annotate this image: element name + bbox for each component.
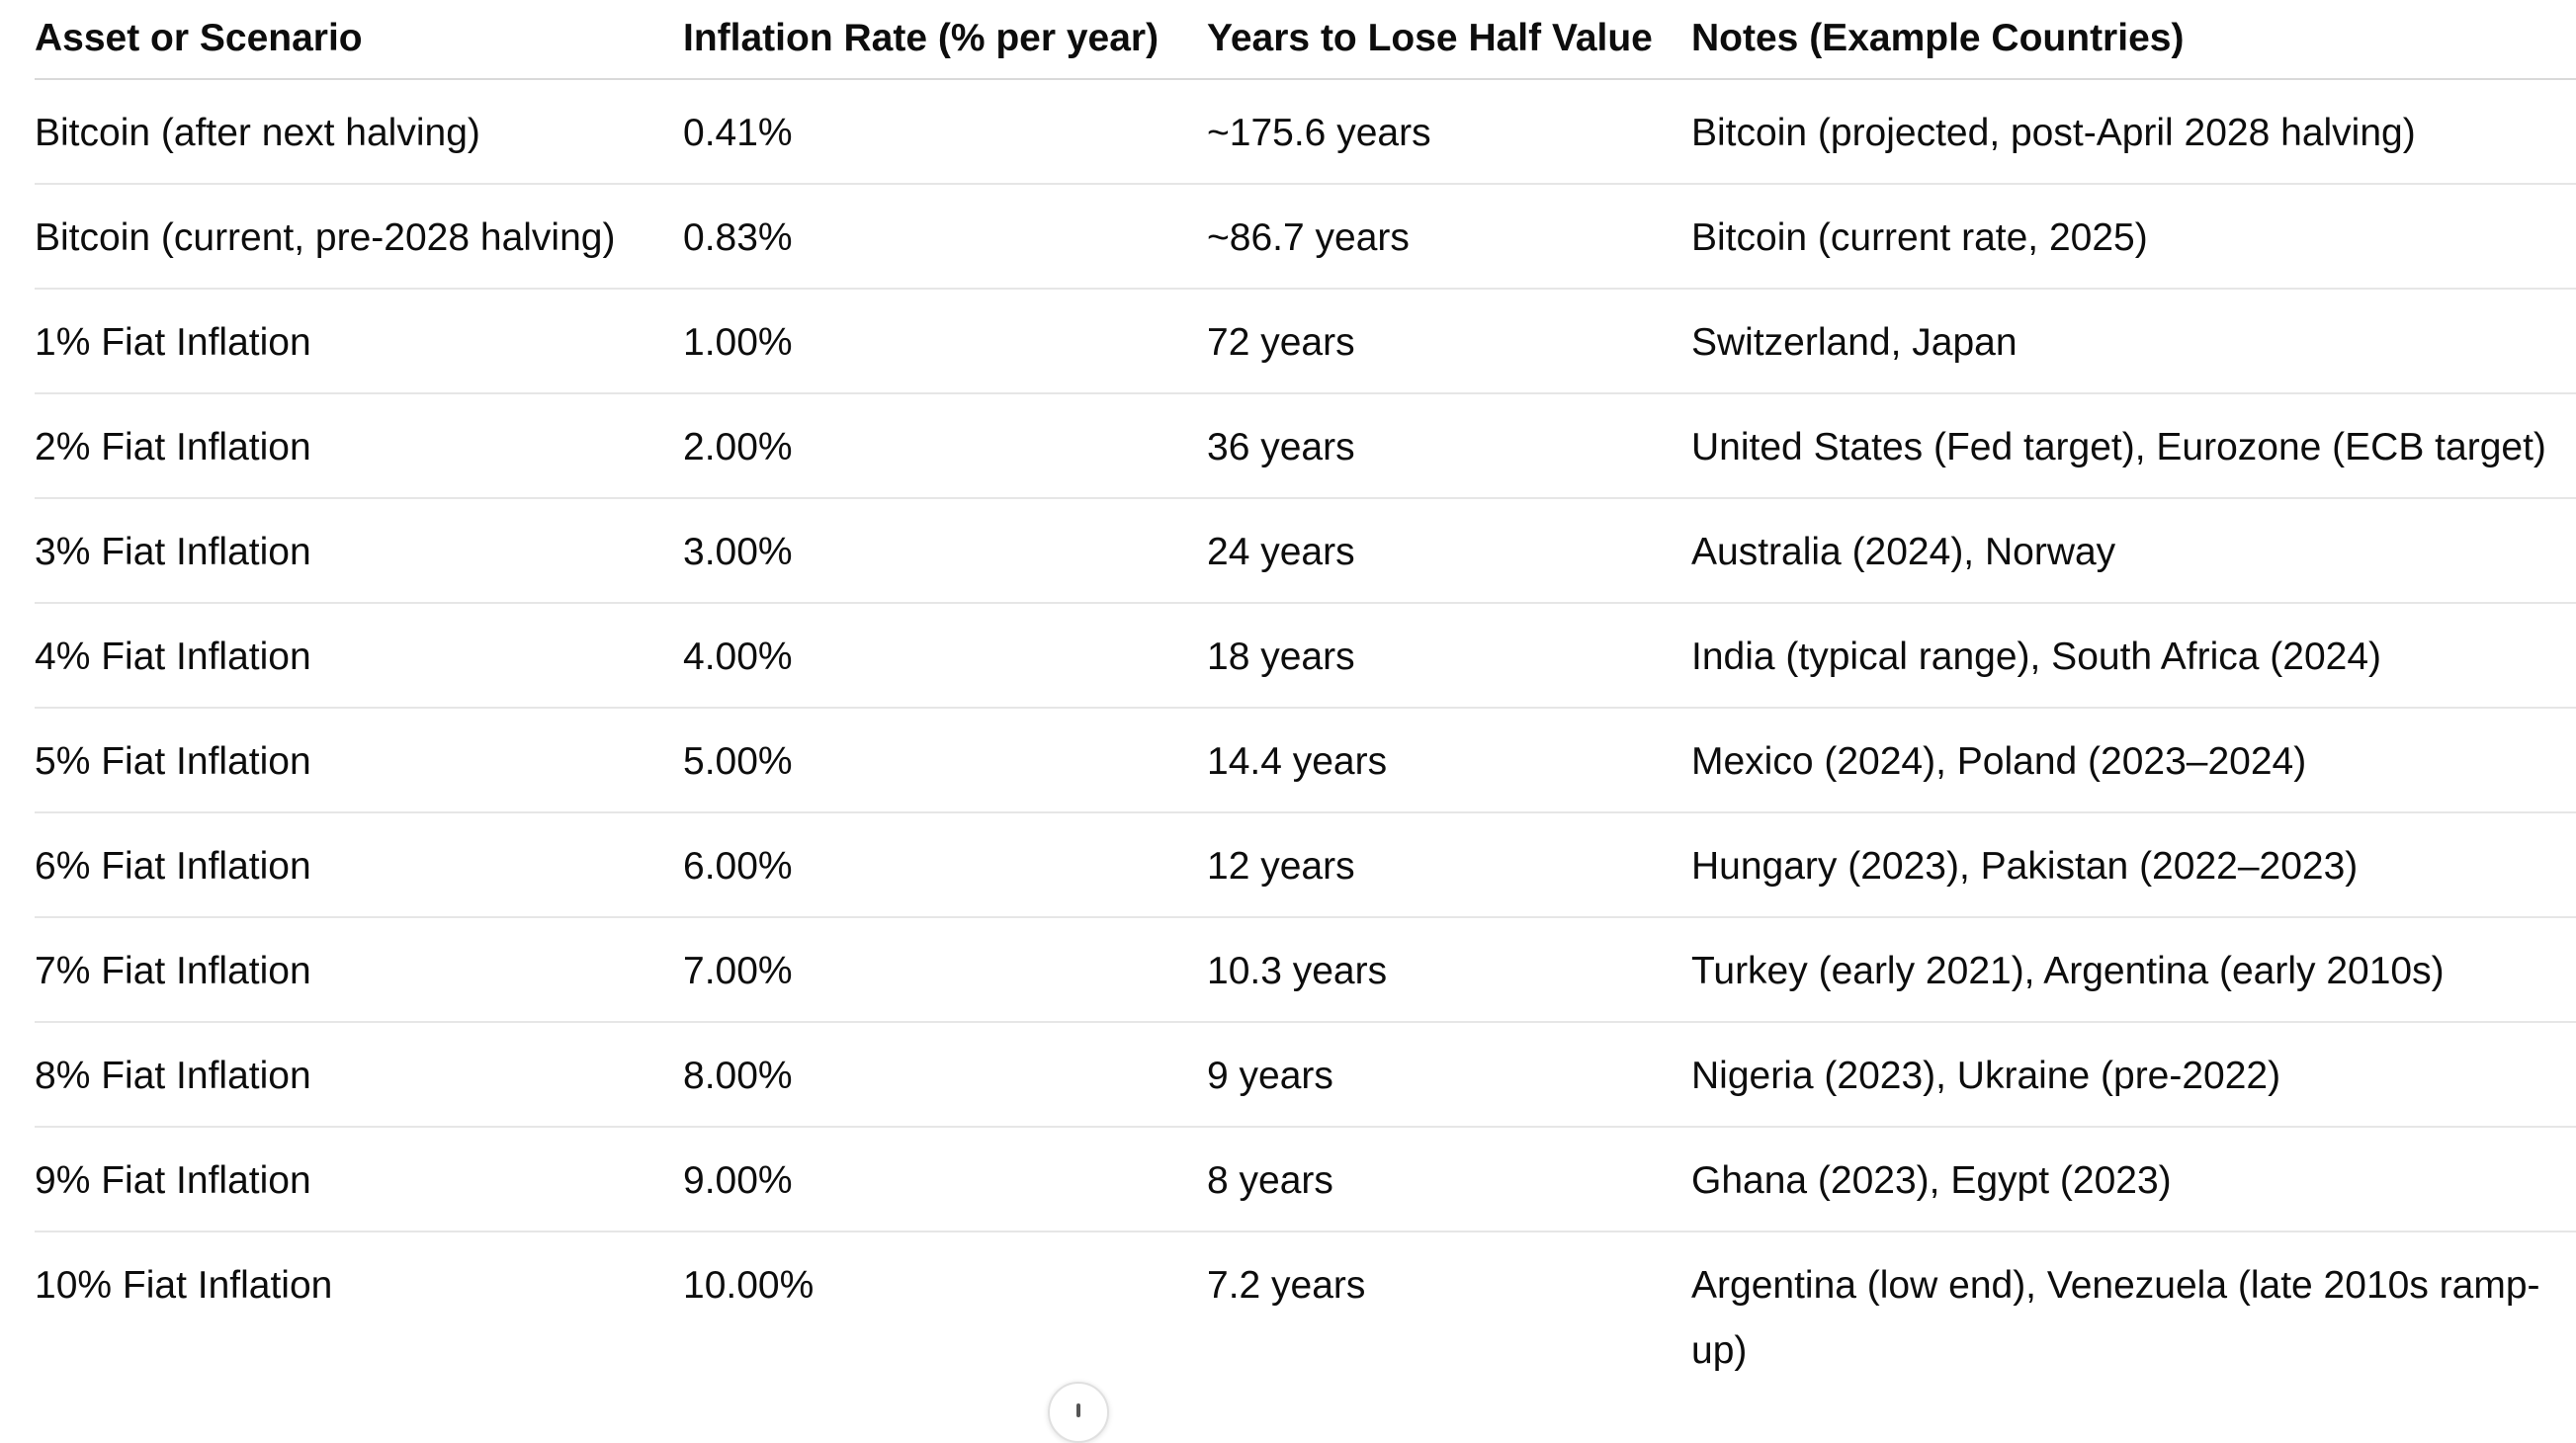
cell-notes: Hungary (2023), Pakistan (2022–2023) [1691, 812, 2576, 918]
cell-inflation-rate: 0.41% [683, 79, 1207, 185]
cell-inflation-rate: 9.00% [683, 1127, 1207, 1232]
table-body: Bitcoin (after next halving) 0.41% ~175.… [35, 79, 2576, 1390]
cell-years-half: ~86.7 years [1207, 184, 1691, 290]
cell-years-half: 36 years [1207, 393, 1691, 499]
cell-inflation-rate: 4.00% [683, 603, 1207, 709]
cell-notes: United States (Fed target), Eurozone (EC… [1691, 393, 2576, 499]
inflation-table: Asset or Scenario Inflation Rate (% per … [35, 0, 2576, 1390]
table-row: 9% Fiat Inflation 9.00% 8 years Ghana (2… [35, 1127, 2576, 1232]
cell-asset: Bitcoin (current, pre-2028 halving) [35, 184, 683, 290]
cell-asset: Bitcoin (after next halving) [35, 79, 683, 185]
cell-asset: 2% Fiat Inflation [35, 393, 683, 499]
table-row: Bitcoin (after next halving) 0.41% ~175.… [35, 79, 2576, 185]
cell-years-half: 8 years [1207, 1127, 1691, 1232]
cell-years-half: 7.2 years [1207, 1264, 1366, 1307]
cell-inflation-rate: 7.00% [683, 917, 1207, 1023]
column-header-asset-label: Asset or Scenario [35, 17, 363, 59]
cell-years-half: ~175.6 years [1207, 79, 1691, 185]
cell-years-half: 12 years [1207, 812, 1691, 918]
cell-notes: Mexico (2024), Poland (2023–2024) [1691, 708, 2576, 813]
cell-asset: 7% Fiat Inflation [35, 917, 683, 1023]
table-row: 6% Fiat Inflation 6.00% 12 years Hungary… [35, 812, 2576, 918]
cell-notes: Ghana (2023), Egypt (2023) [1691, 1127, 2576, 1232]
cell-asset: 3% Fiat Inflation [35, 498, 683, 604]
table-row: Bitcoin (current, pre-2028 halving) 0.83… [35, 184, 2576, 290]
cell-inflation-rate: 5.00% [683, 708, 1207, 813]
cell-years-half: 18 years [1207, 603, 1691, 709]
table-row: 4% Fiat Inflation 4.00% 18 years India (… [35, 603, 2576, 709]
table-row: 7% Fiat Inflation 7.00% 10.3 years Turke… [35, 917, 2576, 1023]
column-header-years-half-label: Years to Lose Half Value [1207, 17, 1653, 59]
cell-inflation-rate: 0.83% [683, 184, 1207, 290]
cell-years-half: 72 years [1207, 289, 1691, 394]
cell-asset: 1% Fiat Inflation [35, 289, 683, 394]
cell-asset: 6% Fiat Inflation [35, 812, 683, 918]
table-row: 5% Fiat Inflation 5.00% 14.4 years Mexic… [35, 708, 2576, 813]
cell-asset: 9% Fiat Inflation [35, 1127, 683, 1232]
cell-inflation-rate: 3.00% [683, 498, 1207, 604]
table-row: 1% Fiat Inflation 1.00% 72 years Switzer… [35, 289, 2576, 394]
cell-inflation-rate: 8.00% [683, 1022, 1207, 1128]
cell-years-half: 14.4 years [1207, 708, 1691, 813]
header-row: Asset or Scenario Inflation Rate (% per … [35, 0, 2576, 80]
cell-years-half: 24 years [1207, 498, 1691, 604]
column-header-notes: Notes (Example Countries) [1691, 0, 2576, 80]
cell-inflation-rate: 2.00% [683, 393, 1207, 499]
inflation-table-container: Asset or Scenario Inflation Rate (% per … [35, 0, 2576, 1390]
cell-asset: 4% Fiat Inflation [35, 603, 683, 709]
cell-inflation-rate: 6.00% [683, 812, 1207, 918]
column-header-years-half: Years to Lose Half Value [1207, 0, 1691, 80]
cell-inflation-rate: 1.00% [683, 289, 1207, 394]
cell-notes: Nigeria (2023), Ukraine (pre-2022) [1691, 1022, 2576, 1128]
arrow-down-icon [1076, 1403, 1080, 1417]
table-row: 8% Fiat Inflation 8.00% 9 years Nigeria … [35, 1022, 2576, 1128]
column-header-notes-label: Notes (Example Countries) [1691, 17, 2185, 59]
cell-inflation-rate: 10.00% [683, 1264, 815, 1307]
scroll-down-button[interactable] [1048, 1382, 1109, 1443]
table-header: Asset or Scenario Inflation Rate (% per … [35, 0, 2576, 80]
table-row: 2% Fiat Inflation 2.00% 36 years United … [35, 393, 2576, 499]
column-header-asset: Asset or Scenario [35, 0, 683, 80]
table-row: 3% Fiat Inflation 3.00% 24 years Austral… [35, 498, 2576, 604]
cell-notes: Bitcoin (current rate, 2025) [1691, 184, 2576, 290]
column-header-inflation-rate: Inflation Rate (% per year) [683, 0, 1207, 80]
cell-asset: 8% Fiat Inflation [35, 1022, 683, 1128]
table-row: 10% Fiat Inflation 10.00% 7.2 years Arge… [35, 1231, 2576, 1390]
cell-asset: 5% Fiat Inflation [35, 708, 683, 813]
column-header-inflation-rate-label: Inflation Rate (% per year) [683, 17, 1159, 59]
cell-notes: India (typical range), South Africa (202… [1691, 603, 2576, 709]
cell-notes: Turkey (early 2021), Argentina (early 20… [1691, 917, 2576, 1023]
cell-asset: 10% Fiat Inflation [35, 1264, 333, 1307]
cell-notes: Argentina (low end), Venezuela (late 201… [1691, 1264, 2540, 1372]
cell-notes: Switzerland, Japan [1691, 289, 2576, 394]
cell-notes: Bitcoin (projected, post-April 2028 halv… [1691, 79, 2576, 185]
cell-notes: Australia (2024), Norway [1691, 498, 2576, 604]
cell-years-half: 10.3 years [1207, 917, 1691, 1023]
cell-years-half: 9 years [1207, 1022, 1691, 1128]
